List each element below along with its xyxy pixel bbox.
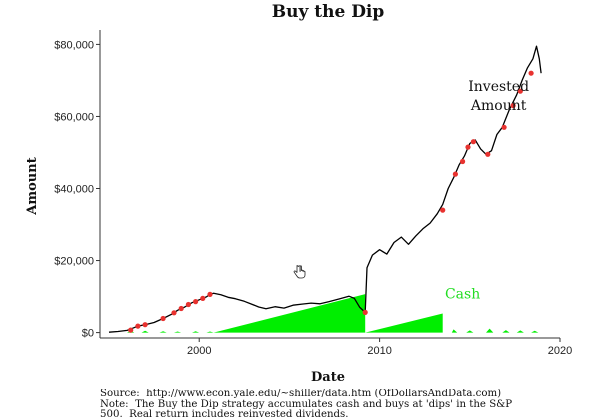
source-note: Source: http://www.econ.yale.edu/~shille… [100, 389, 580, 420]
dip-point-10 [362, 309, 368, 315]
x-axis-title: Date [311, 370, 345, 385]
plot-area [108, 45, 542, 333]
annotation-line: Invested [468, 79, 529, 95]
dip-point-1 [135, 323, 141, 329]
axes: $0 $20,000 $40,000 $60,000 $80,000 2000 2010 20… [54, 30, 572, 357]
dip-point-0 [128, 327, 134, 333]
y-tick-label-4: $80,000 [54, 39, 94, 51]
dip-point-4 [171, 310, 177, 316]
dip-point-3 [160, 315, 166, 322]
y-tick-label-0: $0 [82, 328, 94, 340]
x-tick-label-1: 2010 [367, 345, 391, 357]
chart-title: Buy the Dip [272, 2, 385, 22]
x-tick-label-0: 2000 [187, 345, 211, 357]
note-line-2: 500. Real return includes reinvested div… [100, 409, 349, 420]
annotation-line: Cash [445, 286, 480, 302]
dip-point-16 [485, 151, 491, 157]
y-axis-title: Amount [25, 157, 40, 215]
annotation-line: Amount [470, 98, 527, 114]
dip-point-11 [440, 207, 446, 213]
dip-point-7 [193, 299, 199, 305]
dip-point-15 [470, 139, 476, 145]
x-tick-label-2: 2020 [548, 345, 572, 357]
hand-pointer-icon [293, 265, 306, 279]
cash-label: Cash [445, 286, 480, 302]
dip-point-20 [528, 70, 534, 76]
dip-point-9 [207, 291, 213, 297]
source-line: Source: http://www.econ.yale.edu/~shille… [100, 389, 502, 399]
dip-point-13 [460, 158, 466, 165]
cash-area [109, 294, 542, 333]
dip-point-8 [200, 295, 206, 301]
dip-point-12 [452, 171, 458, 177]
invested-amount-label: Invested Amount [468, 79, 529, 114]
y-tick-label-3: $60,000 [54, 111, 94, 123]
note-line-1: Note: The Buy the Dip strategy accumulat… [100, 398, 513, 410]
dip-point-14 [465, 144, 471, 150]
dip-point-18 [510, 103, 516, 109]
dip-point-6 [185, 301, 191, 308]
annotations: Invested Amount Cash [445, 79, 529, 302]
dip-point-19 [517, 88, 523, 94]
y-tick-label-1: $20,000 [54, 256, 94, 268]
y-tick-label-2: $40,000 [54, 184, 94, 196]
dip-point-17 [501, 124, 507, 130]
dip-point-2 [142, 322, 148, 328]
dip-point-5 [178, 305, 184, 312]
